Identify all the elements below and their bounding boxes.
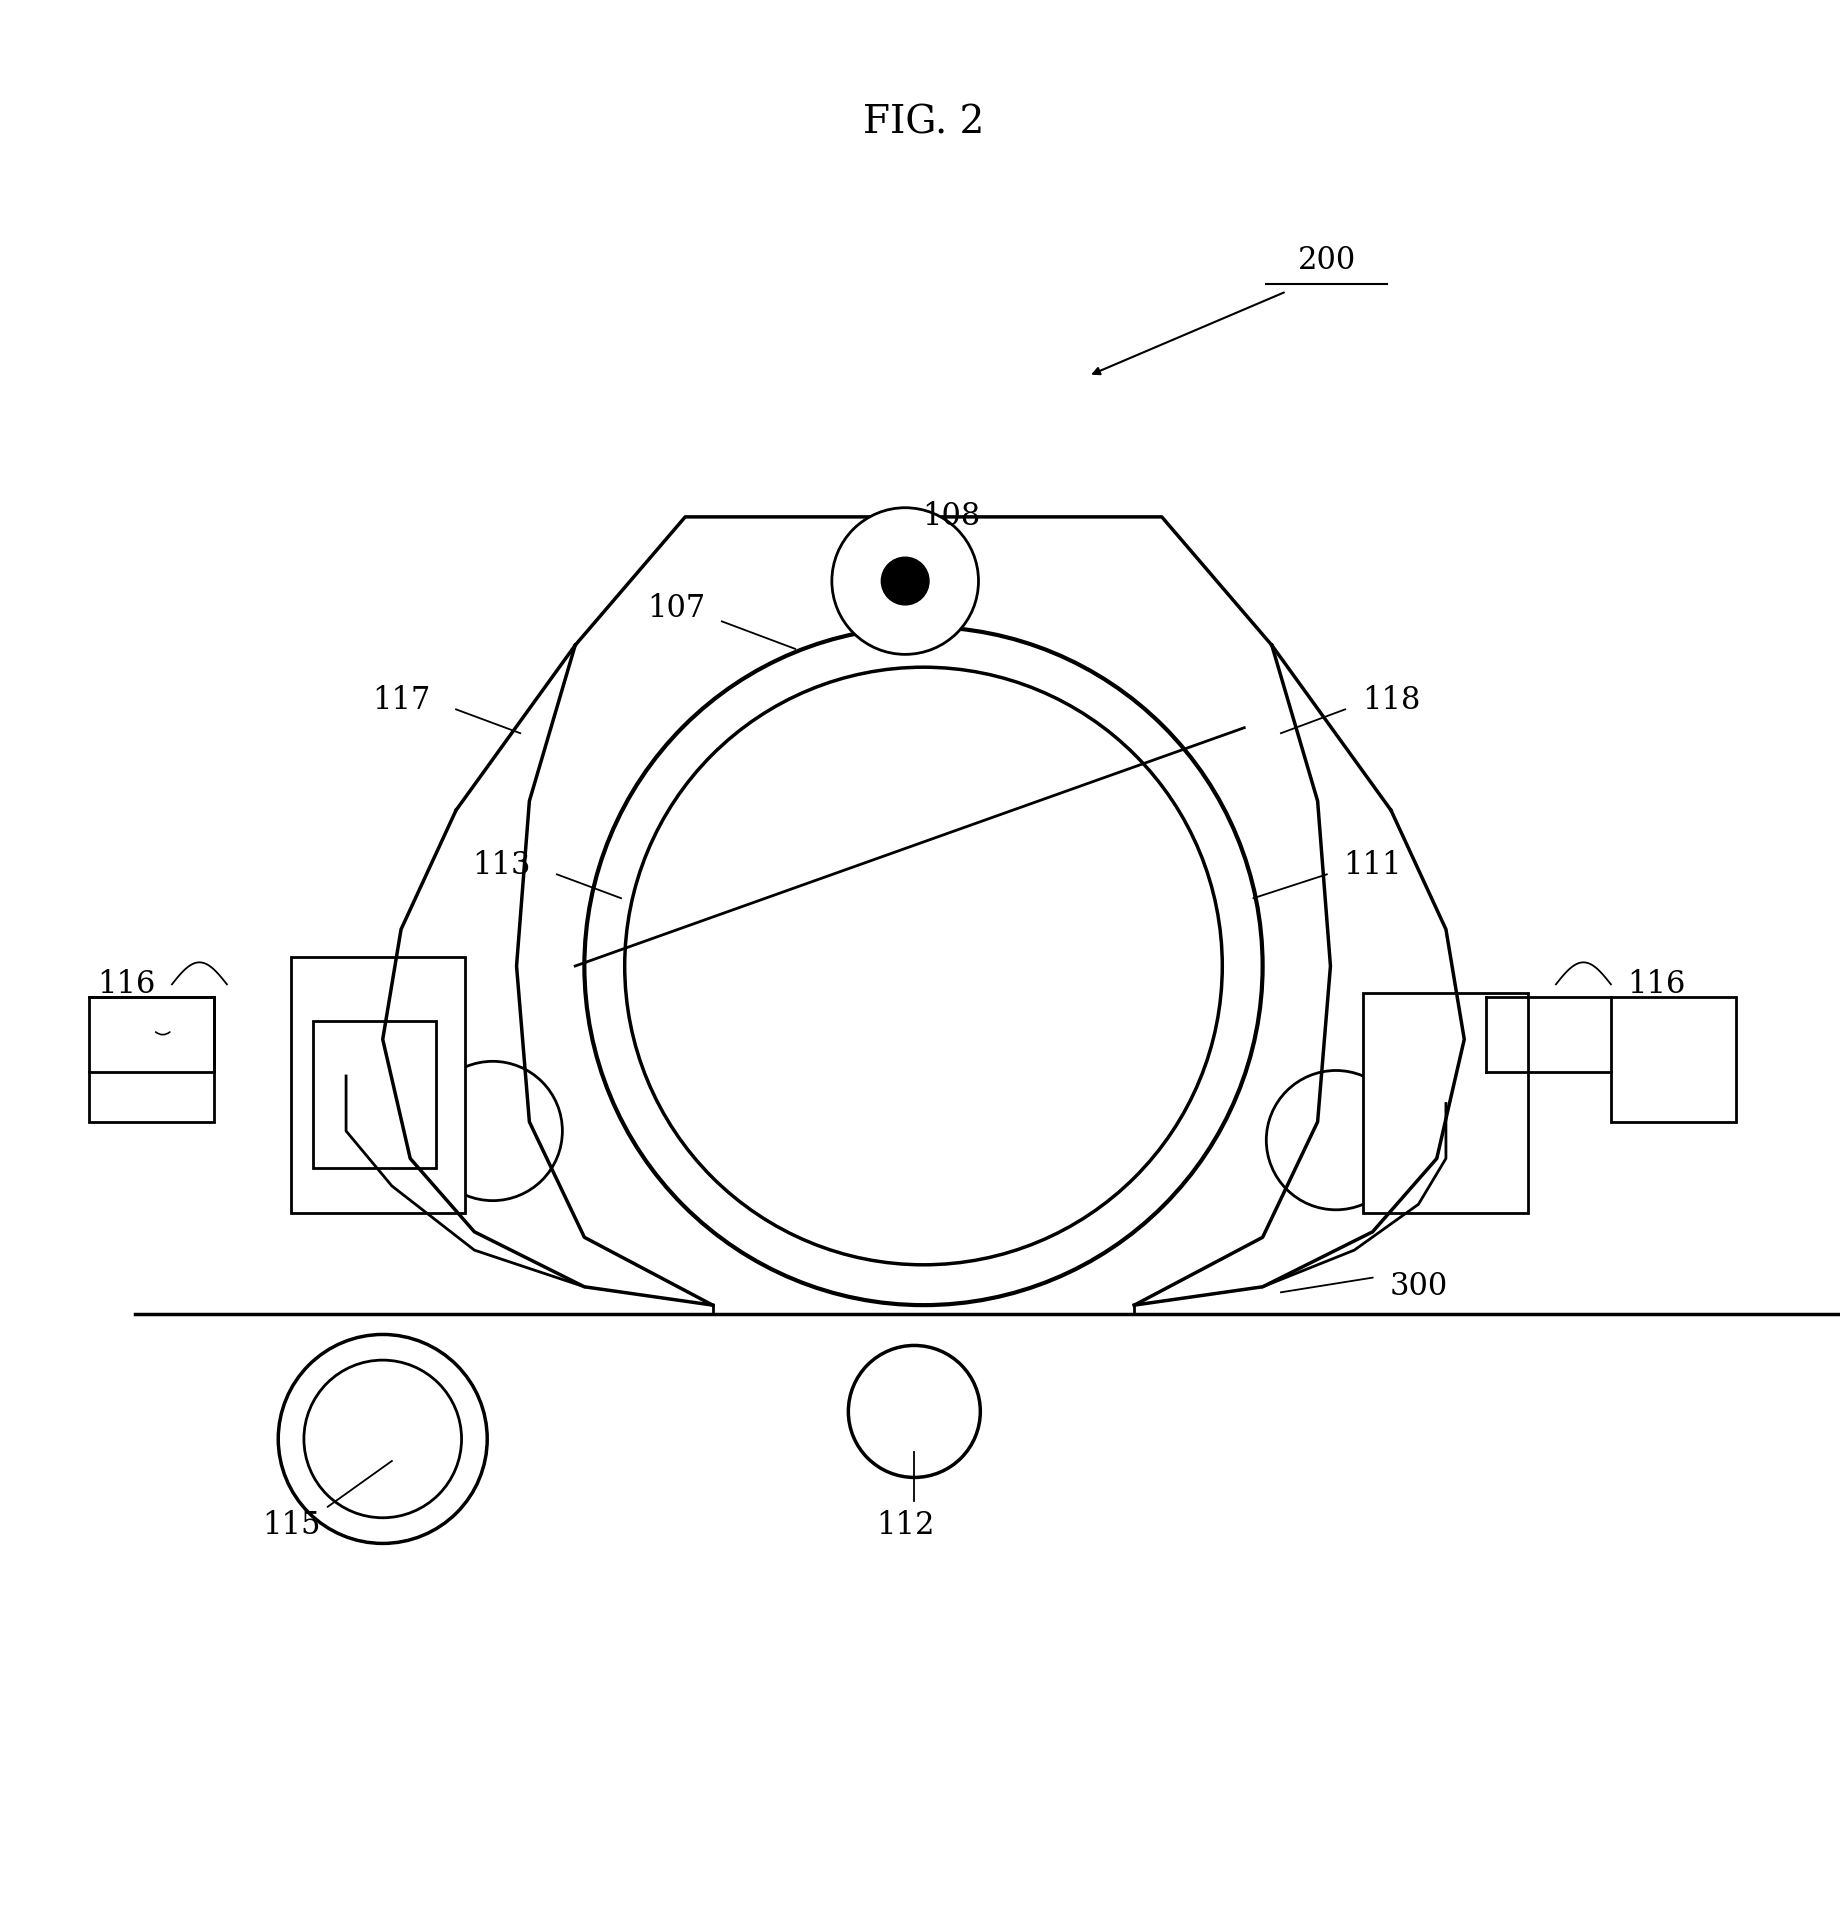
Text: 117: 117	[371, 684, 430, 715]
Text: 112: 112	[875, 1509, 935, 1540]
Circle shape	[423, 1061, 561, 1200]
Circle shape	[279, 1335, 488, 1544]
Text: 108: 108	[922, 502, 981, 533]
Text: 115: 115	[262, 1509, 320, 1540]
Bar	[1611, 997, 1736, 1122]
Text: 116: 116	[96, 968, 155, 1001]
Text: 118: 118	[1361, 684, 1420, 715]
Circle shape	[1267, 1070, 1406, 1209]
Circle shape	[305, 1360, 462, 1519]
Text: 200: 200	[1298, 245, 1356, 276]
Bar	[314, 1020, 436, 1167]
Text: 111: 111	[1343, 850, 1402, 881]
Circle shape	[881, 556, 929, 605]
Text: 116: 116	[1627, 968, 1686, 1001]
Circle shape	[848, 1345, 981, 1478]
Text: 107: 107	[646, 593, 706, 624]
Text: 300: 300	[1389, 1271, 1448, 1302]
Bar	[1363, 993, 1529, 1213]
Circle shape	[831, 508, 979, 655]
Bar	[89, 997, 214, 1122]
Text: FIG. 2: FIG. 2	[863, 104, 984, 141]
Text: 113: 113	[473, 850, 532, 881]
Bar	[292, 956, 465, 1213]
